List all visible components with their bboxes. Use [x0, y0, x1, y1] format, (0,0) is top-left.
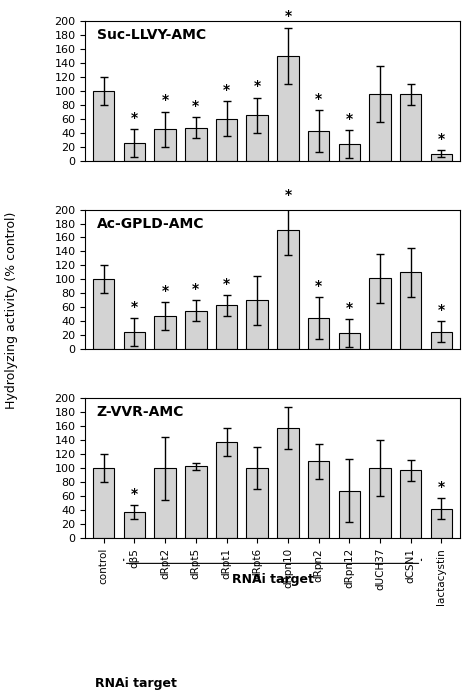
- Bar: [400, 94, 421, 161]
- Text: *: *: [162, 93, 169, 108]
- Bar: [308, 318, 329, 349]
- Bar: [369, 94, 391, 161]
- Bar: [338, 491, 360, 538]
- Bar: [155, 316, 176, 349]
- Bar: [430, 332, 452, 349]
- Text: Ac-GPLD-AMC: Ac-GPLD-AMC: [97, 217, 204, 230]
- Bar: [338, 333, 360, 349]
- Text: *: *: [284, 10, 292, 23]
- Bar: [246, 115, 268, 161]
- Bar: [277, 56, 299, 161]
- Bar: [277, 230, 299, 349]
- Bar: [277, 428, 299, 538]
- Bar: [216, 305, 237, 349]
- Text: *: *: [438, 480, 445, 494]
- Bar: [185, 466, 207, 538]
- Text: RNAi target: RNAi target: [232, 573, 313, 586]
- Bar: [369, 278, 391, 349]
- Text: *: *: [192, 99, 200, 113]
- Text: *: *: [315, 279, 322, 293]
- Text: *: *: [162, 284, 169, 297]
- Bar: [369, 469, 391, 538]
- Text: *: *: [131, 111, 138, 125]
- Text: *: *: [438, 132, 445, 146]
- Bar: [246, 300, 268, 349]
- Text: *: *: [346, 112, 353, 126]
- Bar: [308, 462, 329, 538]
- Bar: [216, 119, 237, 161]
- Bar: [216, 442, 237, 538]
- Bar: [124, 332, 145, 349]
- Bar: [93, 90, 115, 161]
- Text: *: *: [223, 277, 230, 290]
- Bar: [338, 144, 360, 161]
- Bar: [93, 469, 115, 538]
- Bar: [155, 129, 176, 161]
- Bar: [124, 512, 145, 538]
- Text: Hydrolyzing activity (% control): Hydrolyzing activity (% control): [5, 212, 18, 409]
- Text: *: *: [131, 487, 138, 501]
- Text: RNAi target: RNAi target: [95, 677, 177, 689]
- Text: *: *: [254, 79, 261, 93]
- Bar: [400, 273, 421, 349]
- Text: Z-VVR-AMC: Z-VVR-AMC: [97, 405, 184, 420]
- Bar: [185, 311, 207, 349]
- Bar: [308, 131, 329, 161]
- Text: *: *: [438, 303, 445, 317]
- Bar: [124, 143, 145, 161]
- Text: Suc-LLVY-AMC: Suc-LLVY-AMC: [97, 28, 206, 41]
- Text: *: *: [346, 301, 353, 315]
- Text: *: *: [284, 188, 292, 202]
- Bar: [400, 471, 421, 538]
- Text: *: *: [223, 83, 230, 97]
- Text: *: *: [192, 282, 200, 296]
- Bar: [155, 469, 176, 538]
- Bar: [430, 509, 452, 538]
- Bar: [430, 154, 452, 161]
- Bar: [185, 128, 207, 161]
- Bar: [246, 469, 268, 538]
- Text: *: *: [131, 299, 138, 314]
- Text: *: *: [315, 92, 322, 106]
- Bar: [93, 279, 115, 349]
